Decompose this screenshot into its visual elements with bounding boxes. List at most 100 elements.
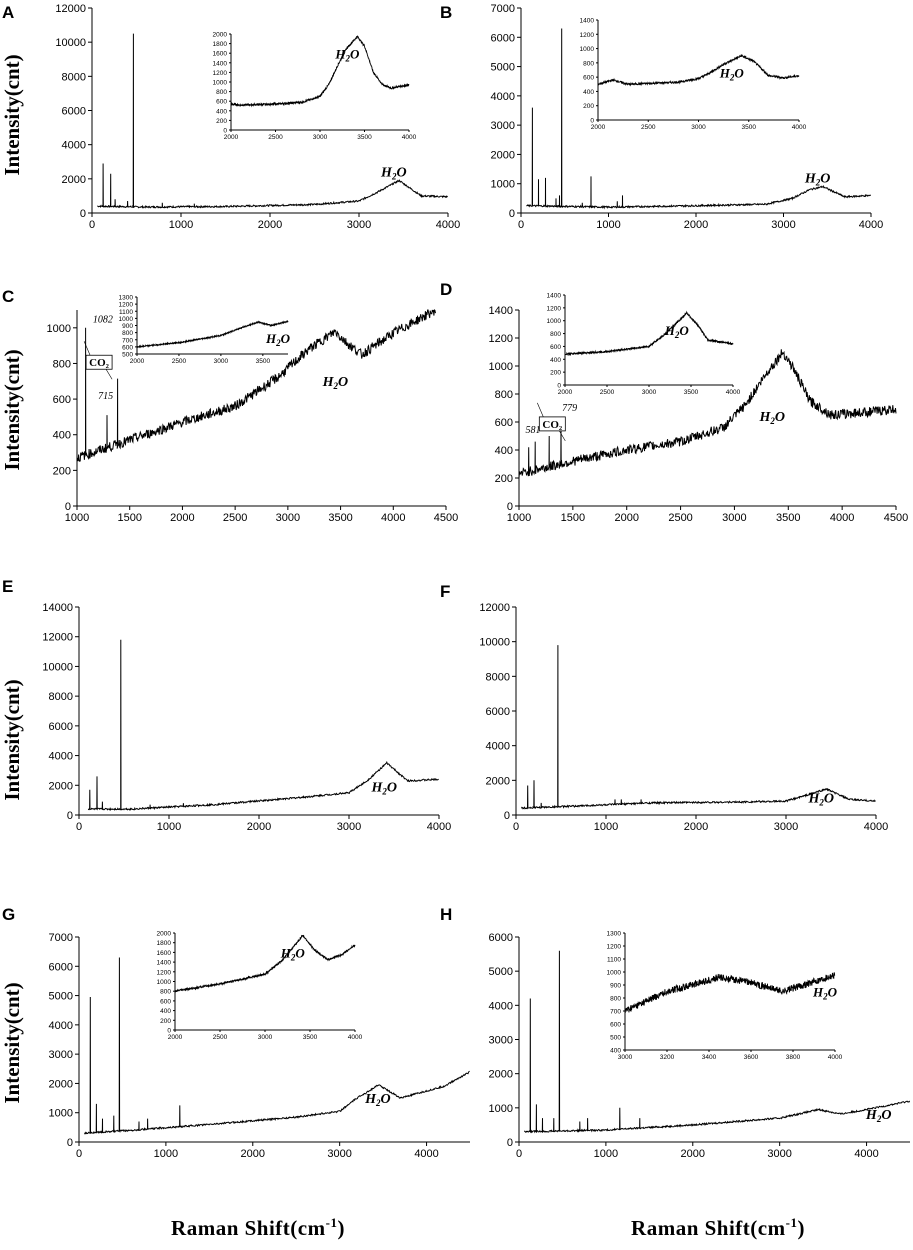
panel-c-x-tick-label: 2000 (170, 512, 194, 524)
inset-g-x-tick-label: 2000 (168, 1034, 183, 1041)
h2o-label-e-h: H (371, 781, 384, 796)
peak-annotation-c-1: 1082 (93, 314, 113, 325)
panel-d-x-tick-label: 2000 (614, 512, 638, 524)
h2o-label-a-h: H (380, 166, 393, 181)
inset-h-y-tick-label: 800 (610, 996, 621, 1003)
h2o-label-f: H2O (808, 791, 835, 807)
x-axis-label-right: Raman Shift(cm-1) (631, 1215, 805, 1240)
panel-a-y-tick-label: 4000 (62, 140, 86, 152)
panel-label-g: G (2, 905, 15, 924)
inset-d-y-tick-label: 1200 (547, 305, 562, 312)
panel-c-y-tick-label: 400 (53, 430, 71, 442)
panel-h-y-tick-label: 5000 (489, 966, 513, 978)
panel-b-x-tick-label: 2000 (684, 219, 708, 231)
co2-label-c: CO₂ (89, 357, 110, 369)
panel-e-x-tick-label: 2000 (247, 821, 271, 833)
panel-a-x-tick-label: 4000 (436, 219, 460, 231)
h2o-label-a: H2O (380, 166, 407, 182)
panel-c-y-tick-label: 600 (53, 394, 71, 406)
inset-c-x-tick-label: 2500 (172, 358, 187, 365)
inset-d-y-tick-label: 400 (550, 357, 561, 364)
inset-h2o-label-c-o: O (281, 331, 291, 346)
panel-f-x-tick-label: 3000 (774, 821, 798, 833)
panel-b-y-tick-label: 5000 (491, 62, 515, 74)
h2o-label-g-h: H (364, 1092, 377, 1107)
panel-h-x-tick-label: 3000 (767, 1148, 791, 1160)
inset-h2o-label-h-h: H (812, 985, 824, 1000)
h2o-label-h: H2O (865, 1108, 892, 1124)
inset-a-y-tick-label: 0 (223, 128, 227, 135)
inset-h2o-label-h: H2O (812, 985, 838, 1002)
peak-annotation-d-2: 779 (562, 403, 577, 414)
panel-f-y-tick-label: 10000 (479, 637, 510, 649)
co2-leader-d (559, 430, 566, 442)
inset-h2o-label-g-sub: 2 (290, 952, 296, 962)
panel-a: A0 1000 2000 3000 40000200040006000800010000… (2, 3, 460, 231)
inset-h2o-label-a-sub: 2 (345, 53, 351, 63)
panel-f-y-tick-label: 0 (504, 810, 510, 822)
inset-spectrum-line-b (597, 53, 800, 87)
panel-f-y-tick-label: 6000 (486, 706, 510, 718)
inset-h-y-tick-label: 1000 (607, 970, 622, 977)
panel-b-y-tick-label: 4000 (491, 91, 515, 103)
spectrum-line-f (520, 645, 876, 810)
inset-g-y-tick-label: 2000 (157, 931, 172, 938)
panel-f-y-tick-label: 8000 (486, 671, 510, 683)
inset-b-y-tick-label: 1000 (580, 46, 595, 53)
panel-d-y-tick-label: 1000 (489, 361, 513, 373)
inset-g-y-tick-label: 600 (160, 998, 171, 1005)
panel-f-x-tick-label: 0 (513, 821, 519, 833)
x-axis-label-left-sup: -1 (326, 1215, 338, 1230)
inset-h2o-label-b: H2O (719, 66, 745, 83)
inset-d-y-tick-label: 200 (550, 370, 561, 377)
inset-d-x-tick-label: 3500 (684, 389, 699, 396)
inset-a-x-tick-label: 2500 (268, 134, 283, 141)
inset-c-y-tick-label: 900 (122, 323, 133, 330)
panel-h-x-tick-label: 4000 (854, 1148, 878, 1160)
h2o-label-g-o: O (381, 1092, 391, 1107)
h2o-label-d: H2O (759, 410, 786, 426)
panel-h-y-tick-label: 4000 (489, 1000, 513, 1012)
inset-b-y-tick-label: 200 (583, 103, 594, 110)
inset-c-y-tick-label: 800 (122, 330, 133, 337)
inset-spectrum-line-h (624, 972, 836, 1013)
peak-annotation-c-2: 715 (98, 391, 113, 402)
inset-g-y-tick-label: 1200 (157, 969, 172, 976)
panel-e-y-tick-label: 6000 (49, 721, 73, 733)
panel-h-x-tick-label: 0 (516, 1148, 522, 1160)
panel-g-x-tick-label: 1000 (154, 1148, 178, 1160)
panel-e-y-tick-label: 0 (67, 810, 73, 822)
h2o-label-c-o: O (338, 375, 348, 390)
inset-c-x-tick-label: 2000 (130, 358, 145, 365)
x-axis-label-right-main: Raman Shift(cm (631, 1216, 786, 1240)
panel-h-y-tick-label: 0 (507, 1137, 513, 1149)
inset-spectrum-line-c (136, 320, 289, 349)
inset-c-y-tick-label: 1000 (119, 316, 134, 323)
panel-f: F 0 1000 2000 3000 4000 0 2000 4000 6000 8000 10000… (440, 582, 888, 833)
inset-g-x-tick-label: 2500 (213, 1034, 228, 1041)
x-axis-label-right-close: ) (797, 1216, 805, 1240)
inset-g-x-tick-label: 3500 (303, 1034, 318, 1041)
inset-b-y-tick-label: 1200 (580, 32, 595, 39)
panel-label-c: C (2, 287, 14, 306)
panel-e-y-tick-label: 2000 (49, 780, 73, 792)
inset-a-x-tick-label: 2000 (224, 134, 239, 141)
inset-h-y-tick-label: 600 (610, 1022, 621, 1029)
x-axis-label-left-close: ) (337, 1216, 345, 1240)
panel-a-x-tick-label: 2000 (258, 219, 282, 231)
panel-c-x-tick-label: 4500 (434, 512, 458, 524)
co2-label-d: CO₂ (542, 419, 563, 431)
h2o-label-b: H2O (804, 172, 831, 188)
inset-d-y-tick-label: 0 (557, 383, 561, 390)
h2o-label-b-sub: 2 (815, 178, 821, 188)
panel-c-x-tick-label: 2500 (223, 512, 247, 524)
co2-box-c (85, 354, 113, 370)
panel-b-x-tick-label: 3000 (771, 219, 795, 231)
y-axis-label-top: Intensity(cnt) (0, 54, 24, 175)
panel-a-x-tick-label: 0 (89, 219, 95, 231)
inset-spectrum-line-d (564, 310, 734, 357)
inset-bg-h (625, 933, 835, 1050)
panel-b-y-tick-label: 1000 (491, 179, 515, 191)
inset-h: 3000 3200 3400 3600 3800 4000 400 500 600 700 800 9… (607, 931, 843, 1062)
